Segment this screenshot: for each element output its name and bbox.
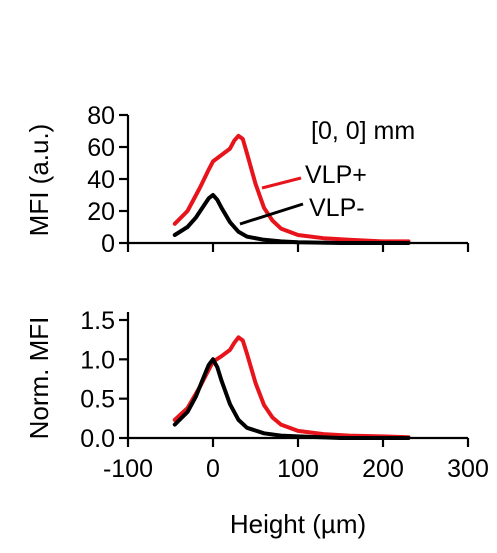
panel-bottom-norm-mfi: 0.0 0.5 1.0 1.5 -100 0 100 200 300 Norm. MFI He… [24,307,489,539]
bottom-series-vlp-plus [172,335,411,440]
panel-top-mfi: 0 20 40 60 80 MFI (a.u.) [0, 0] mm VLP+ VLP- [24,102,470,258]
legend-label-vlp-plus: VLP+ [305,161,367,189]
top-series-vlp-plus [172,133,411,244]
legend-leader-vlp-minus [239,202,304,226]
top-y-axis-title: MFI (a.u.) [24,124,54,237]
bottom-y-tick-label: 1.0 [80,346,115,374]
legend-label-vlp-minus: VLP- [309,194,365,222]
top-y-tick-label: 0 [101,230,115,258]
top-y-tick-label: 20 [87,198,115,226]
bottom-y-tick-label: 0.5 [80,386,115,414]
top-y-tick-label: 60 [87,134,115,162]
top-y-tick-label: 80 [87,102,115,130]
top-y-tick-label: 40 [87,166,115,194]
legend-leader-vlp-plus [261,176,302,190]
bottom-y-axis-title: Norm. MFI [24,317,54,440]
x-tick-label: -100 [103,455,153,483]
top-annotation: [0, 0] mm [311,117,415,145]
x-tick-label: 100 [277,455,319,483]
bottom-series-vlp-minus [172,357,411,440]
x-tick-label: 0 [206,455,220,483]
x-tick-label: 300 [447,455,489,483]
x-tick-label: 200 [362,455,404,483]
bottom-y-tick-label: 1.5 [80,307,115,335]
x-axis-title: Height (µm) [230,509,366,539]
bottom-y-tick-label: 0.0 [80,425,115,453]
top-series-vlp-minus [172,193,411,245]
